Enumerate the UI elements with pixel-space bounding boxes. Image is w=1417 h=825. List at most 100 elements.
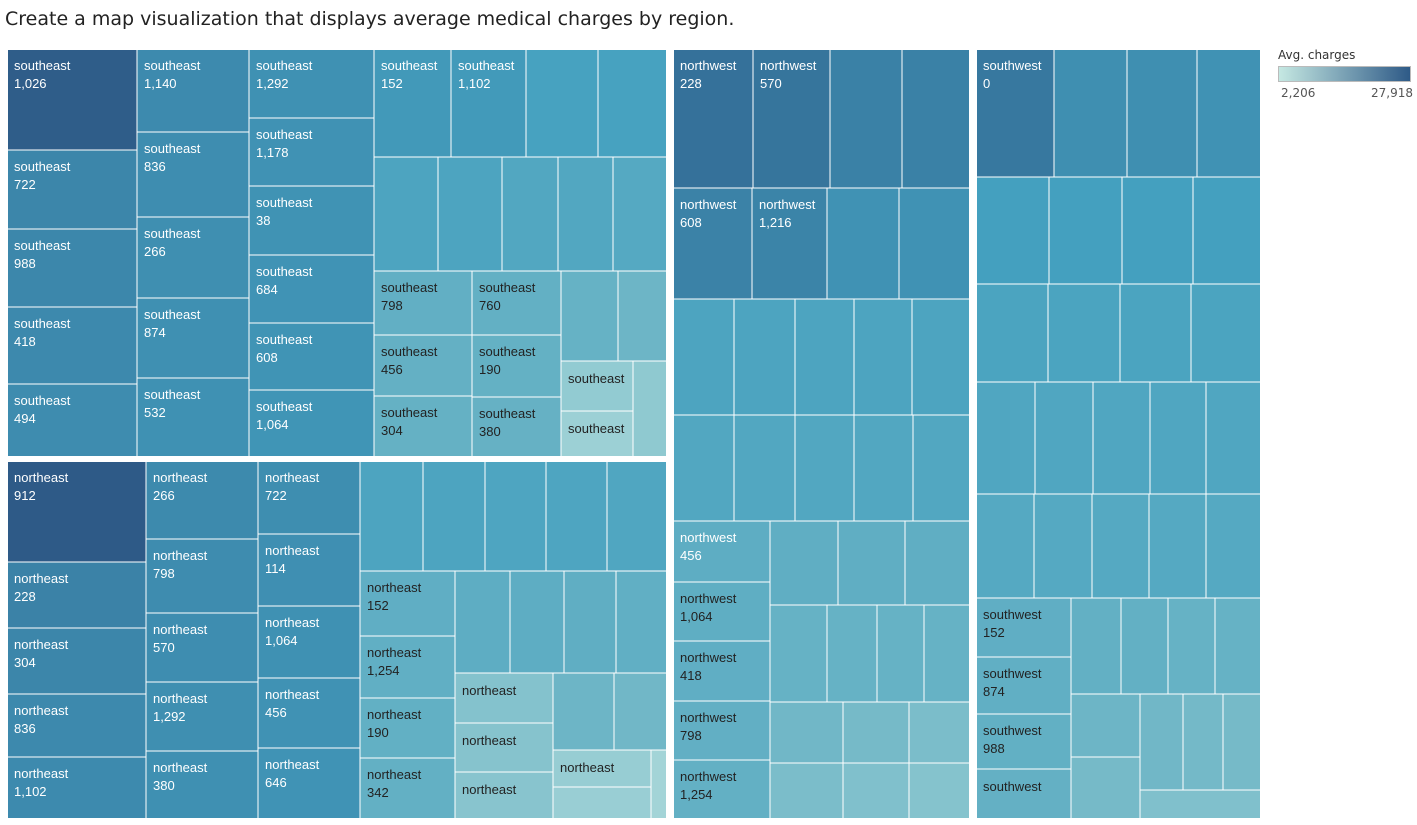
- southeast-cell[interactable]: southeast 38: [248, 185, 375, 256]
- southwest-tile[interactable]: [975, 176, 1050, 285]
- southwest-tile[interactable]: [1053, 48, 1128, 178]
- southwest-tile[interactable]: [1205, 381, 1262, 495]
- northwest-cell[interactable]: northwest 1,064: [672, 581, 771, 642]
- southwest-tile[interactable]: [1048, 176, 1123, 285]
- southeast-cell-rect[interactable]: [560, 360, 634, 412]
- northeast-tile[interactable]: [606, 460, 668, 572]
- southeast-cell[interactable]: southeast 684: [248, 254, 375, 324]
- northwest-tile[interactable]: [912, 414, 971, 522]
- northeast-cell-rect[interactable]: [145, 612, 259, 683]
- southeast-tile[interactable]: [373, 156, 439, 272]
- southeast-cell-rect[interactable]: [136, 131, 250, 218]
- northeast-tile[interactable]: [359, 460, 424, 572]
- northwest-cell-rect[interactable]: [672, 581, 771, 642]
- northeast-cell[interactable]: northeast 1,292: [145, 681, 259, 752]
- northwest-cell[interactable]: northwest 418: [672, 640, 771, 702]
- southwest-cell[interactable]: southwest 874: [975, 656, 1072, 715]
- southwest-tile-rect[interactable]: [1092, 381, 1151, 495]
- northeast-cell-rect[interactable]: [257, 605, 361, 679]
- southeast-cell[interactable]: southeast 760: [471, 270, 562, 336]
- southeast-cell-rect[interactable]: [136, 48, 250, 133]
- northwest-tile[interactable]: [672, 298, 735, 416]
- northeast-cell-rect[interactable]: [145, 750, 259, 820]
- southwest-tile-rect[interactable]: [1222, 693, 1262, 791]
- northeast-cell[interactable]: northeast 152: [359, 570, 456, 637]
- northeast-cell[interactable]: northeast 1,064: [257, 605, 361, 679]
- southwest-tile[interactable]: [1092, 381, 1151, 495]
- southwest-tile[interactable]: [975, 381, 1036, 495]
- northwest-tile-rect[interactable]: [923, 604, 971, 703]
- southeast-cell[interactable]: southeast 304: [373, 395, 473, 458]
- northwest-tile-rect[interactable]: [769, 701, 844, 764]
- southeast-tile[interactable]: [617, 270, 668, 362]
- northeast-tile-rect[interactable]: [650, 749, 668, 820]
- southeast-cell-rect[interactable]: [560, 410, 634, 458]
- southeast-cell[interactable]: southeast 266: [136, 216, 250, 299]
- northeast-cell-rect[interactable]: [6, 627, 147, 695]
- northeast-tile-rect[interactable]: [545, 460, 608, 572]
- northeast-cell-rect[interactable]: [359, 697, 456, 759]
- northwest-tile[interactable]: [769, 762, 844, 820]
- southwest-tile-rect[interactable]: [975, 381, 1036, 495]
- southwest-cell-rect[interactable]: [975, 768, 1072, 820]
- northeast-cell[interactable]: northeast 114: [257, 533, 361, 607]
- southwest-tile-rect[interactable]: [1149, 381, 1207, 495]
- northwest-tile-rect[interactable]: [769, 604, 828, 703]
- southeast-cell-rect[interactable]: [471, 396, 562, 458]
- southeast-cell-rect[interactable]: [136, 216, 250, 299]
- northeast-tile[interactable]: [613, 672, 668, 751]
- northeast-cell[interactable]: northeast 190: [359, 697, 456, 759]
- northeast-tile-rect[interactable]: [563, 570, 617, 674]
- northeast-tile-rect[interactable]: [552, 786, 652, 820]
- southeast-tile[interactable]: [501, 156, 559, 272]
- northeast-tile[interactable]: [552, 786, 652, 820]
- northeast-cell[interactable]: northeast 1,254: [359, 635, 456, 699]
- northwest-tile[interactable]: [769, 520, 839, 606]
- southwest-tile-rect[interactable]: [1053, 48, 1128, 178]
- northeast-cell-rect[interactable]: [454, 771, 554, 820]
- southwest-tile[interactable]: [1190, 283, 1262, 383]
- northeast-cell[interactable]: northeast 570: [145, 612, 259, 683]
- southwest-tile-rect[interactable]: [1190, 283, 1262, 383]
- northwest-tile[interactable]: [826, 604, 878, 703]
- northwest-tile-rect[interactable]: [901, 48, 971, 189]
- southwest-cell[interactable]: southwest: [975, 768, 1072, 820]
- northeast-cell[interactable]: northeast 646: [257, 747, 361, 820]
- southwest-tile-rect[interactable]: [1214, 597, 1262, 695]
- northwest-tile-rect[interactable]: [912, 414, 971, 522]
- northwest-tile-rect[interactable]: [904, 520, 971, 606]
- southwest-tile-rect[interactable]: [975, 176, 1050, 285]
- southeast-cell[interactable]: southeast 1,140: [136, 48, 250, 133]
- southeast-cell[interactable]: southeast 1,178: [248, 117, 375, 187]
- northwest-cell[interactable]: northwest 570: [752, 48, 831, 189]
- southeast-cell[interactable]: southeast 608: [248, 322, 375, 391]
- southwest-tile-rect[interactable]: [1070, 756, 1141, 820]
- southwest-tile[interactable]: [1139, 693, 1184, 791]
- northeast-tile[interactable]: [615, 570, 668, 674]
- northeast-tile-rect[interactable]: [613, 672, 668, 751]
- southwest-tile[interactable]: [1070, 693, 1141, 758]
- southwest-tile-rect[interactable]: [1048, 176, 1123, 285]
- southeast-tile-rect[interactable]: [437, 156, 503, 272]
- northwest-tile-rect[interactable]: [794, 414, 855, 522]
- southwest-tile[interactable]: [1121, 176, 1194, 285]
- northwest-tile[interactable]: [908, 701, 971, 764]
- southwest-tile[interactable]: [1214, 597, 1262, 695]
- northeast-cell[interactable]: northeast 836: [6, 693, 147, 758]
- northwest-cell-rect[interactable]: [672, 759, 771, 820]
- southwest-tile[interactable]: [1196, 48, 1262, 178]
- southeast-cell-rect[interactable]: [248, 117, 375, 187]
- northwest-tile-rect[interactable]: [911, 298, 971, 416]
- northwest-tile-rect[interactable]: [769, 762, 844, 820]
- southwest-tile-rect[interactable]: [1205, 493, 1262, 599]
- northeast-tile-rect[interactable]: [484, 460, 547, 572]
- northwest-tile[interactable]: [769, 604, 828, 703]
- southeast-cell[interactable]: southeast 1,064: [248, 389, 375, 458]
- northwest-cell[interactable]: northwest 456: [672, 520, 771, 583]
- southeast-cell[interactable]: southeast 798: [373, 270, 473, 336]
- southwest-tile[interactable]: [1070, 597, 1122, 695]
- northwest-tile-rect[interactable]: [908, 701, 971, 764]
- northeast-cell[interactable]: northeast: [454, 771, 554, 820]
- southwest-tile-rect[interactable]: [1120, 597, 1169, 695]
- southeast-tile[interactable]: [557, 156, 614, 272]
